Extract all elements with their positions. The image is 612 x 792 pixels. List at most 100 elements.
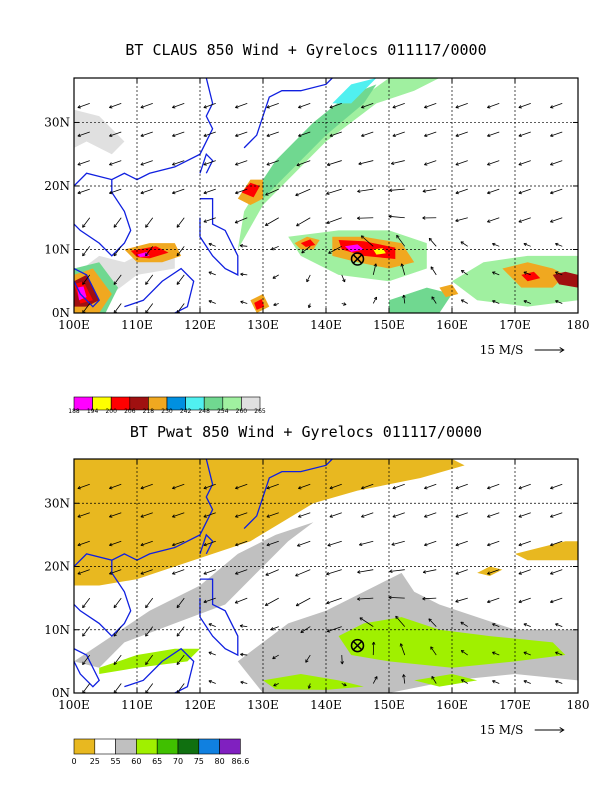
wind-vector [113,246,122,257]
wind-vector-head [373,296,377,300]
wind-vector-head [357,571,361,574]
wind-vector-head [455,571,459,575]
wind-vector [550,131,563,137]
wind-vector [422,188,437,192]
wind-vector [361,483,374,489]
wind-vector [431,296,437,304]
wind-vector [455,131,468,137]
wind-vector-head [326,602,330,605]
wind-vector [358,160,374,165]
wind-vector [240,653,248,656]
wind-vector [296,160,311,166]
wind-vector-head [455,162,459,165]
wind-vector-head [424,105,427,108]
wind-vector-head [203,105,207,108]
wind-vector [300,626,311,633]
wind-vector-head [389,190,393,193]
wind-vector [359,617,374,627]
wind-vector-head [172,162,175,165]
wind-vector-head [145,225,149,228]
colorbar-label: 55 [111,757,121,766]
wind-vector-head [455,105,459,108]
wind-vector [113,303,122,314]
shaded-field [74,78,578,313]
wind-vector-head [487,190,490,194]
y-tick-label: 30N [44,115,70,129]
wind-vector [492,651,500,656]
wind-vector [266,540,279,546]
wind-vector-head [77,105,81,108]
wind-vector [272,274,279,279]
wind-vector-head [555,300,558,304]
wind-vector [176,683,185,694]
wind-vector-head [455,190,459,194]
wind-vector-head [326,573,330,576]
x-tick-label: 180 [567,698,590,712]
wind-vector [77,103,90,108]
colorbar-label: 65 [152,757,162,766]
wind-vector [392,483,405,489]
gyre-location-marker [350,638,365,653]
wind-vector-head [487,162,490,165]
wind-vector [145,683,154,694]
wind-vector-head [295,573,298,577]
wind-vector-head [172,514,175,518]
wind-vector-head [455,218,458,222]
wind-vector-head [375,263,378,267]
wind-vector-head [329,105,333,108]
wind-vector-head [361,485,364,489]
colorbar-swatch [241,396,261,411]
wind-vector [389,188,405,191]
cold-cloud [439,284,459,298]
wind-vector [392,103,405,108]
wind-vector [428,618,437,627]
coastline [74,179,132,257]
wind-vector-head [403,294,406,298]
x-tick-label: 170E [499,698,531,712]
wind-vector-head [140,571,144,575]
wind-vector [388,215,405,219]
grid-lines [74,459,578,693]
cloud-region [250,84,377,199]
wind-vector-head [361,133,364,137]
wind-vector [295,188,311,196]
wind-vector-head [391,163,395,165]
colorbar-label: 265 [254,408,266,415]
wind-vector-head [460,650,463,654]
wind-vector-head [455,601,459,603]
wind-vector [388,596,405,599]
coastline [243,78,333,149]
wind-vector [392,512,405,518]
wind-vector-head [240,272,244,275]
wind-vector-head [428,238,431,242]
wind-vector [109,483,122,489]
wind-vector [77,540,90,546]
wind-vector-head [82,254,86,257]
wind-vector-head [357,217,361,220]
x-tick-label: 150E [373,318,405,332]
wind-vector [327,160,342,166]
wind-vector-head [295,603,299,606]
wind-vector [77,188,90,194]
wind-vector-head [239,624,243,627]
wind-vector-head [487,485,490,489]
wind-vector-head [208,243,212,247]
wind-vector [203,483,216,489]
x-tick-label: 170E [499,318,531,332]
wind-vector-head [359,544,363,547]
wind-vector-head [550,485,553,489]
wind-vector [424,160,437,166]
wind-vector [145,274,154,285]
wind-vector [266,512,279,518]
wind-vector-head [113,254,117,257]
wind-vector [492,680,500,684]
wind-vector [109,160,122,166]
wind-vector-head [373,641,376,645]
wind-vector [555,680,563,684]
wind-vector-head [392,105,396,108]
wind-vector-head [145,606,149,609]
x-tick-label: 150E [373,698,405,712]
wind-vector-head [176,254,180,257]
wind-vector-head [239,245,243,248]
dry-region [515,541,578,561]
